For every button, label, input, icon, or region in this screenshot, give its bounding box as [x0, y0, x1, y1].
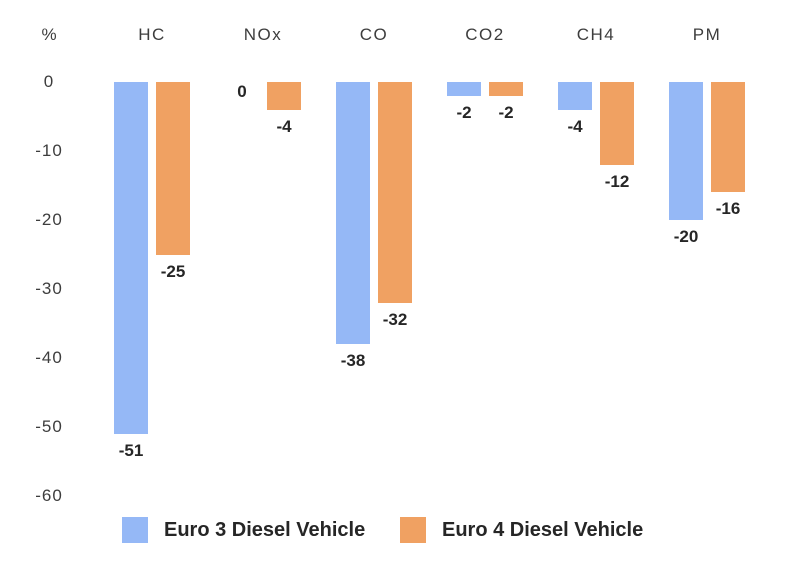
bar-ch4-series1 — [558, 82, 592, 110]
bar-co-series1 — [336, 82, 370, 345]
value-label-co2-series2: -2 — [498, 102, 514, 122]
value-label-hc-series2: -25 — [160, 261, 186, 281]
bar-hc-series1 — [114, 82, 148, 434]
legend-swatch-euro4 — [400, 517, 426, 543]
y-tick-label: -10 — [35, 141, 63, 160]
bar-pm-series1 — [669, 82, 703, 220]
bar-co2-series2 — [489, 82, 523, 96]
y-tick-label: -20 — [35, 210, 63, 229]
value-label-ch4-series1: -4 — [567, 116, 583, 136]
legend-label-euro4: Euro 4 Diesel Vehicle — [442, 519, 644, 541]
category-label-hc: HC — [138, 25, 166, 44]
category-label-co2: CO2 — [465, 25, 505, 44]
value-label-co-series2: -32 — [382, 309, 408, 329]
y-tick-label: -60 — [35, 486, 63, 505]
y-tick-label: -50 — [35, 417, 63, 436]
bar-co2-series1 — [447, 82, 481, 96]
bar-pm-series2 — [711, 82, 745, 193]
category-label-pm: PM — [692, 25, 722, 44]
value-label-nox-series1: 0 — [237, 82, 247, 101]
y-tick-label: -30 — [35, 279, 63, 298]
bar-nox-series2 — [267, 82, 301, 110]
value-label-co-series1: -38 — [340, 351, 366, 371]
category-label-nox: NOx — [243, 25, 283, 44]
value-label-pm-series1: -20 — [673, 227, 699, 246]
y-tick-label: 0 — [43, 72, 55, 91]
value-label-pm-series2: -16 — [715, 199, 741, 219]
y-tick-label: -40 — [35, 348, 63, 367]
value-label-nox-series2: -4 — [276, 116, 292, 136]
value-label-ch4-series2: -12 — [604, 171, 630, 191]
category-label-co: CO — [359, 25, 389, 44]
category-label-ch4: CH4 — [576, 25, 616, 44]
legend: Euro 3 Diesel Vehicle Euro 4 Diesel Vehi… — [0, 517, 800, 543]
y-axis-unit-label: % — [41, 25, 57, 44]
value-label-hc-series1: -51 — [118, 440, 144, 460]
bar-co-series2 — [378, 82, 412, 303]
bar-ch4-series2 — [600, 82, 634, 165]
value-label-co2-series1: -2 — [456, 102, 472, 122]
legend-swatch-euro3 — [122, 517, 148, 543]
legend-label-euro3: Euro 3 Diesel Vehicle — [164, 519, 366, 541]
bar-hc-series2 — [156, 82, 190, 255]
